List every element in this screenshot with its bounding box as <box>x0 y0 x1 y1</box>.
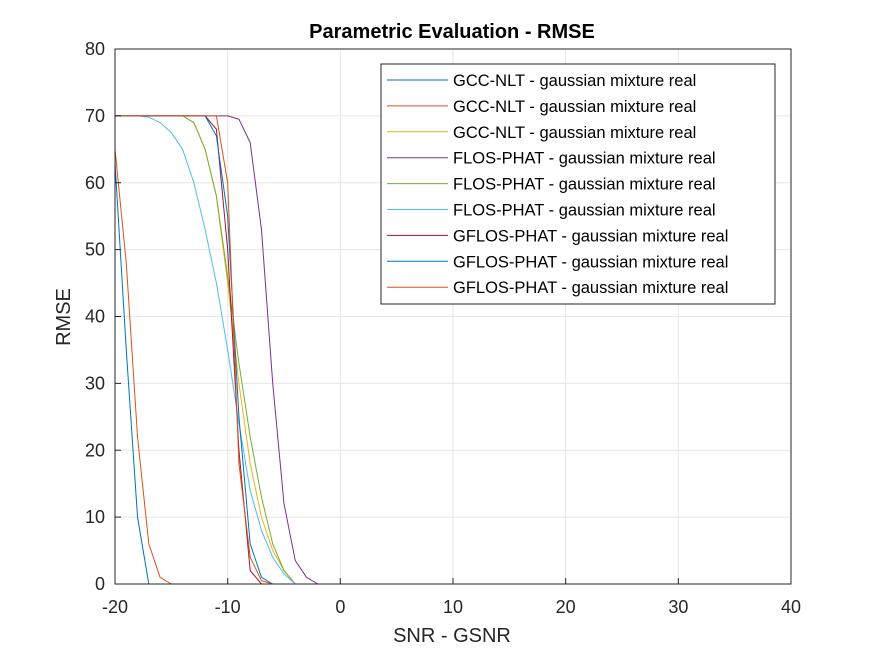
legend-label-8: GFLOS-PHAT - gaussian mixture real <box>453 253 728 271</box>
x-axis-label: SNR - GSNR <box>393 625 511 647</box>
x-tick-label: -20 <box>102 597 128 617</box>
legend: GCC-NLT - gaussian mixture real GCC-NLT -… <box>380 63 776 305</box>
y-tick-label: 20 <box>85 440 105 460</box>
legend-label-1: GCC-NLT - gaussian mixture real <box>453 72 696 90</box>
legend-label-7: GFLOS-PHAT - gaussian mixture real <box>453 227 728 245</box>
axis-ticks: -20 -10 0 10 20 30 40 0 10 20 30 40 50 60 70 80 <box>85 39 801 617</box>
y-tick-label: 70 <box>85 106 105 126</box>
legend-label-6: FLOS-PHAT - gaussian mixture real <box>453 202 716 220</box>
x-tick-label: 0 <box>335 597 345 617</box>
x-tick-label: -10 <box>215 597 241 617</box>
y-tick-label: 80 <box>85 39 105 59</box>
x-tick-label: 30 <box>668 597 688 617</box>
x-tick-label: 40 <box>781 597 801 617</box>
y-tick-label: 60 <box>85 173 105 193</box>
y-tick-label: 40 <box>85 307 105 327</box>
y-tick-label: 0 <box>95 574 105 594</box>
legend-label-2: GCC-NLT - gaussian mixture real <box>453 98 696 116</box>
x-tick-label: 20 <box>556 597 576 617</box>
x-tick-label: 10 <box>443 597 463 617</box>
y-tick-label: 10 <box>85 507 105 527</box>
y-axis-label: RMSE <box>53 288 75 346</box>
legend-label-3: GCC-NLT - gaussian mixture real <box>453 124 696 142</box>
y-tick-label: 50 <box>85 240 105 260</box>
chart-title: Parametric Evaluation - RMSE <box>309 21 595 43</box>
legend-label-4: FLOS-PHAT - gaussian mixture real <box>453 150 716 168</box>
legend-label-5: FLOS-PHAT - gaussian mixture real <box>453 176 716 194</box>
y-tick-label: 30 <box>85 373 105 393</box>
legend-label-9: GFLOS-PHAT - gaussian mixture real <box>453 279 728 297</box>
